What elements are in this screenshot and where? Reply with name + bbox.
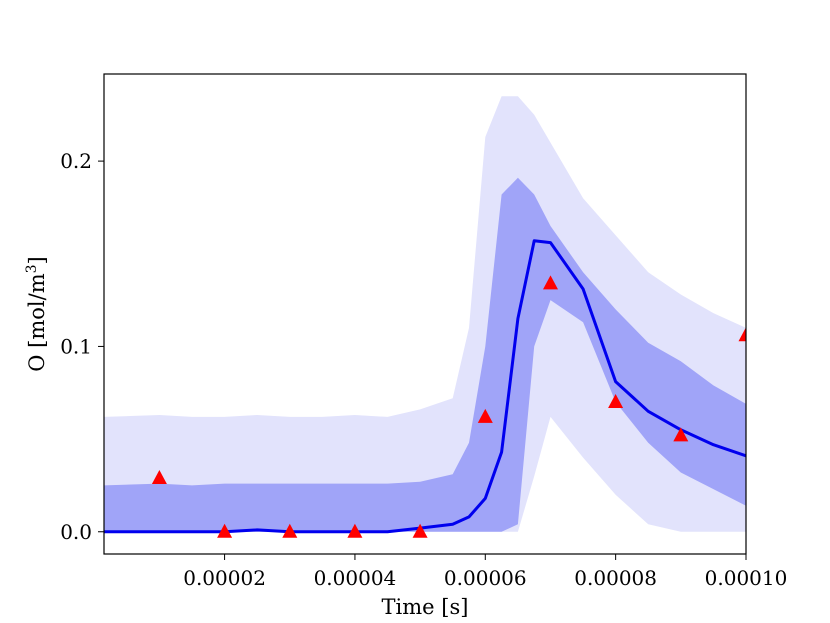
mean-line: [104, 239, 746, 534]
x-tick-label: 0.00006: [444, 566, 527, 590]
x-axis: 0.00002 0.00004 0.00006 0.00008 0.00010: [183, 554, 787, 590]
observation-point: [412, 523, 428, 538]
observation-point: [347, 523, 363, 538]
mean-line-group: [104, 239, 746, 534]
y-axis-label-main: O [mol/m: [25, 273, 49, 371]
y-tick-label: 0.2: [60, 149, 92, 173]
observation-point: [151, 470, 167, 484]
observation-point: [477, 408, 493, 423]
observation-point: [543, 275, 558, 290]
y-axis: 0.0 0.1 0.2: [60, 149, 104, 544]
outer-confidence-band: [104, 96, 746, 532]
x-tick-label: 0.00002: [183, 566, 266, 590]
observation-point: [673, 427, 689, 442]
y-axis-label: O [mol/m3]: [24, 256, 49, 371]
y-axis-label-superscript: 3: [24, 264, 40, 273]
observation-point: [738, 327, 746, 342]
y-axis-label-tail: ]: [25, 256, 49, 264]
x-tick-label: 0.00008: [574, 566, 657, 590]
observation-point: [608, 394, 624, 408]
observation-markers: [151, 275, 746, 538]
inner-confidence-band: [104, 177, 746, 532]
y-tick-label: 0.0: [60, 520, 92, 544]
y-tick-label: 0.1: [60, 334, 92, 358]
x-tick-label: 0.00004: [314, 566, 397, 590]
x-tick-label: 0.00010: [705, 566, 788, 590]
uncertainty-bands: [104, 96, 746, 532]
observation-point: [282, 523, 298, 538]
observation-point: [217, 523, 233, 538]
x-axis-label: Time [s]: [382, 595, 469, 619]
plot-frame: [103, 73, 747, 555]
